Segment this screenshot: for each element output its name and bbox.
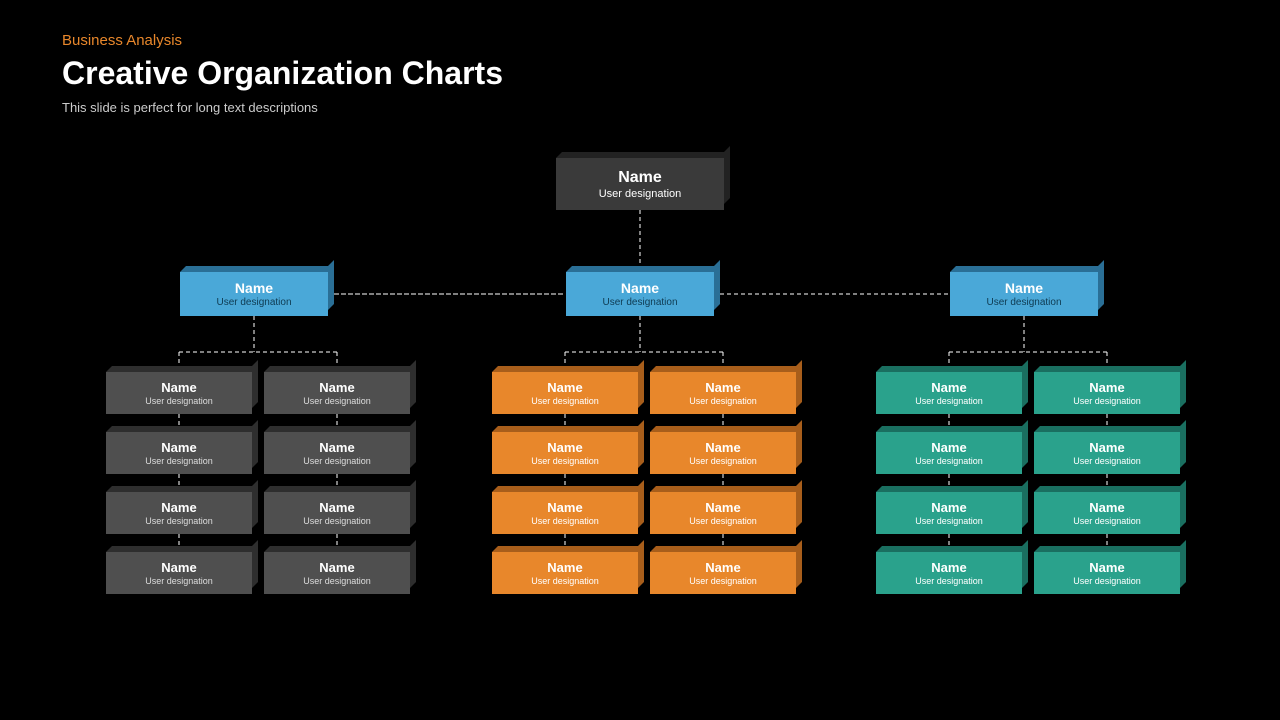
node-name: Name bbox=[161, 380, 196, 395]
node-name: Name bbox=[1005, 280, 1043, 296]
node-name: Name bbox=[705, 380, 740, 395]
org-node: NameUser designation bbox=[650, 432, 796, 474]
node-designation: User designation bbox=[145, 516, 213, 526]
node-designation: User designation bbox=[602, 297, 677, 308]
node-name: Name bbox=[1089, 560, 1124, 575]
org-node: NameUser designation bbox=[264, 552, 410, 594]
node-designation: User designation bbox=[915, 456, 983, 466]
org-node: NameUser designation bbox=[180, 272, 328, 316]
node-name: Name bbox=[161, 560, 196, 575]
node-name: Name bbox=[319, 380, 354, 395]
org-node: NameUser designation bbox=[1034, 492, 1180, 534]
node-name: Name bbox=[618, 169, 662, 187]
org-node: NameUser designation bbox=[492, 552, 638, 594]
node-name: Name bbox=[319, 440, 354, 455]
node-name: Name bbox=[319, 560, 354, 575]
node-name: Name bbox=[547, 440, 582, 455]
org-node: NameUser designation bbox=[556, 158, 724, 210]
node-name: Name bbox=[547, 560, 582, 575]
org-node: NameUser designation bbox=[106, 432, 252, 474]
org-node: NameUser designation bbox=[950, 272, 1098, 316]
node-name: Name bbox=[1089, 500, 1124, 515]
node-designation: User designation bbox=[303, 396, 371, 406]
org-node: NameUser designation bbox=[650, 492, 796, 534]
node-designation: User designation bbox=[145, 396, 213, 406]
node-name: Name bbox=[705, 500, 740, 515]
org-node: NameUser designation bbox=[492, 492, 638, 534]
node-designation: User designation bbox=[303, 456, 371, 466]
org-node: NameUser designation bbox=[1034, 432, 1180, 474]
org-node: NameUser designation bbox=[650, 552, 796, 594]
org-node: NameUser designation bbox=[876, 492, 1022, 534]
org-node: NameUser designation bbox=[492, 372, 638, 414]
node-name: Name bbox=[931, 380, 966, 395]
node-designation: User designation bbox=[1073, 396, 1141, 406]
org-node: NameUser designation bbox=[876, 432, 1022, 474]
node-designation: User designation bbox=[915, 576, 983, 586]
org-node: NameUser designation bbox=[1034, 372, 1180, 414]
node-designation: User designation bbox=[1073, 576, 1141, 586]
node-designation: User designation bbox=[303, 576, 371, 586]
node-designation: User designation bbox=[145, 456, 213, 466]
org-node: NameUser designation bbox=[876, 372, 1022, 414]
node-name: Name bbox=[931, 560, 966, 575]
node-designation: User designation bbox=[915, 396, 983, 406]
org-node: NameUser designation bbox=[106, 492, 252, 534]
node-designation: User designation bbox=[303, 516, 371, 526]
org-node: NameUser designation bbox=[264, 372, 410, 414]
org-node: NameUser designation bbox=[106, 552, 252, 594]
connector-lines bbox=[0, 0, 1280, 720]
org-chart: NameUser designationNameUser designation… bbox=[0, 0, 1280, 720]
node-name: Name bbox=[931, 500, 966, 515]
org-node: NameUser designation bbox=[566, 272, 714, 316]
node-designation: User designation bbox=[531, 576, 599, 586]
org-node: NameUser designation bbox=[264, 492, 410, 534]
node-name: Name bbox=[319, 500, 354, 515]
node-designation: User designation bbox=[216, 297, 291, 308]
node-designation: User designation bbox=[915, 516, 983, 526]
node-name: Name bbox=[235, 280, 273, 296]
node-designation: User designation bbox=[599, 188, 682, 200]
org-node: NameUser designation bbox=[1034, 552, 1180, 594]
node-designation: User designation bbox=[689, 576, 757, 586]
node-name: Name bbox=[705, 560, 740, 575]
node-designation: User designation bbox=[531, 516, 599, 526]
node-name: Name bbox=[161, 500, 196, 515]
node-designation: User designation bbox=[1073, 456, 1141, 466]
node-designation: User designation bbox=[689, 516, 757, 526]
node-designation: User designation bbox=[531, 456, 599, 466]
node-name: Name bbox=[705, 440, 740, 455]
node-name: Name bbox=[1089, 440, 1124, 455]
node-designation: User designation bbox=[531, 396, 599, 406]
org-node: NameUser designation bbox=[650, 372, 796, 414]
org-node: NameUser designation bbox=[106, 372, 252, 414]
node-designation: User designation bbox=[689, 456, 757, 466]
node-designation: User designation bbox=[986, 297, 1061, 308]
node-designation: User designation bbox=[145, 576, 213, 586]
node-name: Name bbox=[161, 440, 196, 455]
node-name: Name bbox=[547, 500, 582, 515]
org-node: NameUser designation bbox=[876, 552, 1022, 594]
node-designation: User designation bbox=[689, 396, 757, 406]
node-designation: User designation bbox=[1073, 516, 1141, 526]
org-node: NameUser designation bbox=[492, 432, 638, 474]
node-name: Name bbox=[931, 440, 966, 455]
org-node: NameUser designation bbox=[264, 432, 410, 474]
node-name: Name bbox=[1089, 380, 1124, 395]
node-name: Name bbox=[621, 280, 659, 296]
node-name: Name bbox=[547, 380, 582, 395]
